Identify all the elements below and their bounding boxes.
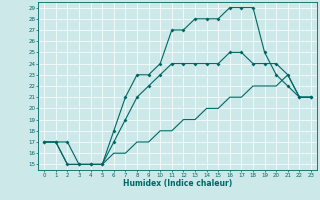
X-axis label: Humidex (Indice chaleur): Humidex (Indice chaleur) (123, 179, 232, 188)
